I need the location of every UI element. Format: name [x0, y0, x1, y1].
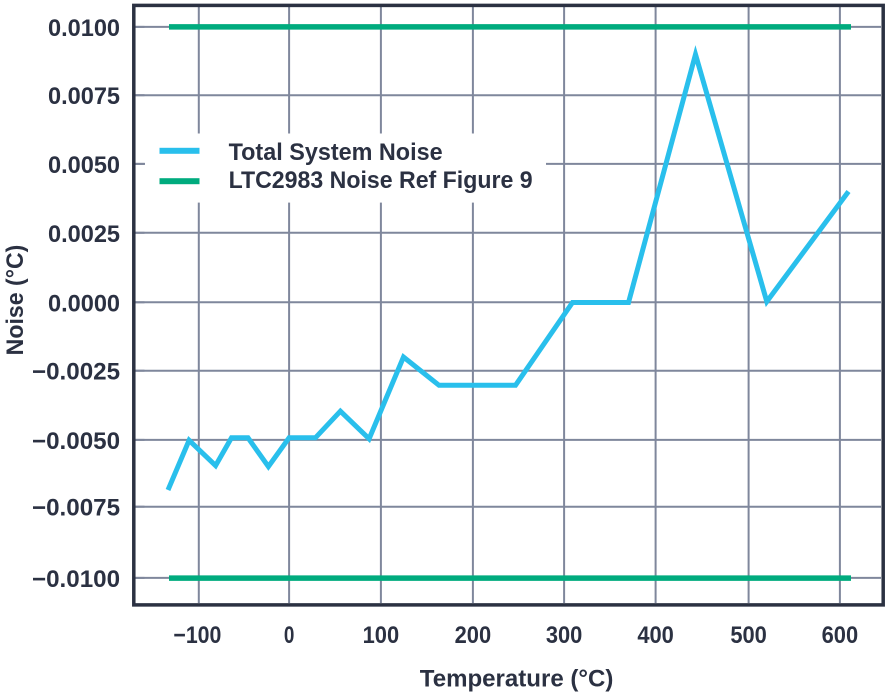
svg-text:0.0050: 0.0050: [48, 152, 120, 179]
svg-text:Noise (°C): Noise (°C): [2, 245, 29, 356]
svg-text:0: 0: [284, 622, 295, 649]
svg-text:0.0100: 0.0100: [48, 15, 120, 42]
svg-text:100: 100: [363, 622, 400, 649]
svg-text:−0.0075: −0.0075: [32, 495, 120, 522]
svg-text:−0.0025: −0.0025: [32, 359, 120, 386]
svg-text:200: 200: [455, 622, 492, 649]
svg-text:600: 600: [822, 622, 859, 649]
svg-text:400: 400: [637, 622, 674, 649]
svg-text:500: 500: [730, 622, 767, 649]
svg-text:−100: −100: [173, 622, 221, 649]
svg-text:300: 300: [546, 622, 583, 649]
svg-text:LTC2983 Noise Ref Figure 9: LTC2983 Noise Ref Figure 9: [229, 167, 533, 194]
svg-text:0.0025: 0.0025: [48, 221, 120, 248]
svg-text:Total System Noise: Total System Noise: [229, 139, 443, 166]
svg-text:0.0000: 0.0000: [48, 290, 120, 317]
svg-text:0.0075: 0.0075: [48, 83, 120, 110]
svg-text:−0.0050: −0.0050: [32, 428, 120, 455]
svg-text:−0.0100: −0.0100: [32, 566, 120, 593]
svg-text:Temperature (°C): Temperature (°C): [420, 666, 614, 693]
